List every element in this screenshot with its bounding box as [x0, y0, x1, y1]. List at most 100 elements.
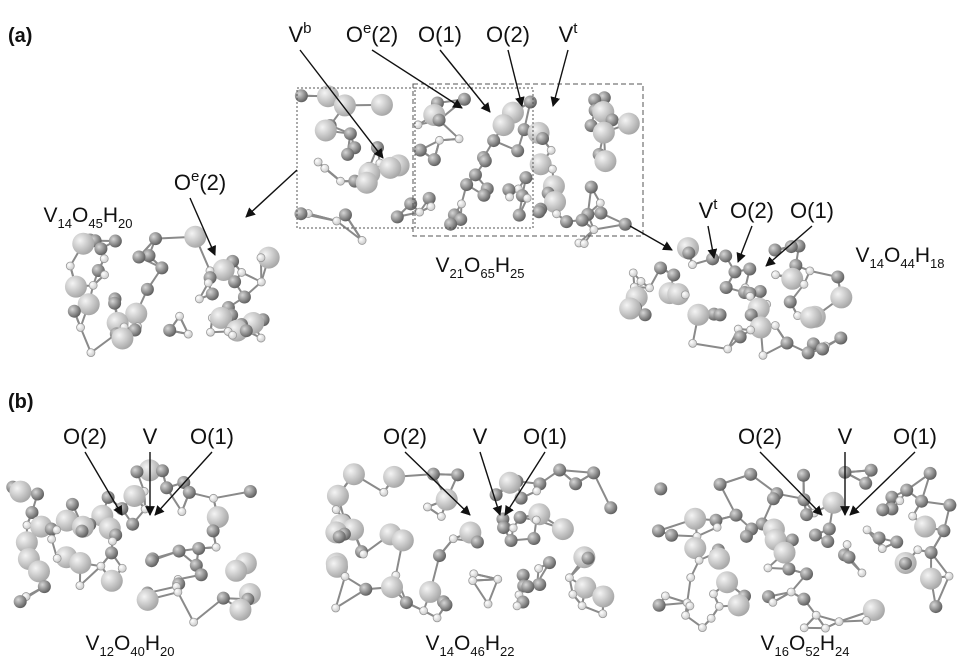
- atom: [238, 268, 246, 276]
- atom: [206, 328, 214, 336]
- atom: [652, 524, 665, 537]
- atom: [455, 135, 463, 143]
- atom: [487, 134, 500, 147]
- atom: [596, 199, 604, 207]
- atom: [543, 556, 556, 569]
- atom: [806, 267, 814, 275]
- atom: [714, 478, 727, 491]
- arrow: [480, 452, 500, 515]
- atom: [533, 578, 546, 591]
- atom: [544, 191, 566, 213]
- atom: [914, 516, 936, 538]
- atom-label: O(1): [523, 424, 567, 449]
- atom: [321, 164, 329, 172]
- atom: [72, 233, 94, 255]
- atom: [560, 215, 573, 228]
- atom: [695, 556, 703, 564]
- arrow: [246, 170, 297, 217]
- atom: [532, 205, 545, 218]
- atom: [337, 177, 345, 185]
- atom: [460, 178, 473, 191]
- element: H: [485, 632, 500, 655]
- atom: [126, 518, 139, 531]
- atom: [715, 602, 723, 610]
- label-base: V: [559, 22, 574, 47]
- atom: [333, 530, 346, 543]
- atom: [822, 492, 844, 514]
- atom: [102, 491, 115, 504]
- page: { "panel_a": { "label": "(a)", "center":…: [0, 0, 960, 666]
- atom: [524, 96, 537, 109]
- atom: [505, 534, 518, 547]
- atom: [937, 524, 950, 537]
- atom: [65, 276, 87, 298]
- atom: [716, 571, 738, 593]
- atom: [527, 532, 540, 545]
- atom: [764, 564, 772, 572]
- atom: [576, 214, 589, 227]
- atom: [204, 279, 212, 287]
- element: H: [495, 254, 510, 277]
- atom: [565, 574, 573, 582]
- atom: [477, 189, 490, 202]
- atom: [229, 599, 251, 621]
- atom: [681, 291, 689, 299]
- atom: [229, 331, 237, 339]
- atom: [924, 467, 937, 480]
- atom-label: O(2): [63, 424, 107, 449]
- atom: [714, 308, 727, 321]
- atom: [719, 249, 732, 262]
- element: O: [72, 204, 88, 227]
- element: O: [454, 632, 470, 655]
- atom: [862, 617, 870, 625]
- atom: [141, 283, 154, 296]
- atom: [108, 297, 121, 310]
- atom: [687, 573, 695, 581]
- atom: [53, 554, 61, 562]
- atom: [499, 472, 521, 494]
- atom: [684, 508, 706, 530]
- atom: [772, 271, 780, 279]
- atom: [859, 477, 872, 490]
- atom: [511, 144, 524, 157]
- atom: [97, 562, 105, 570]
- atom-label: O(1): [190, 424, 234, 449]
- label-base: O: [346, 22, 363, 47]
- count: 40: [130, 644, 144, 659]
- atom: [821, 624, 829, 632]
- atom: [207, 524, 220, 537]
- atom: [75, 525, 88, 538]
- atom: [925, 546, 938, 559]
- label-sup: e: [363, 20, 371, 37]
- atom: [341, 572, 349, 580]
- atom: [314, 158, 322, 166]
- atom: [713, 523, 721, 531]
- atom: [228, 275, 241, 288]
- cluster: [6, 459, 261, 626]
- atom: [548, 165, 556, 173]
- count: 14: [58, 216, 72, 231]
- atom: [835, 618, 843, 626]
- atom: [78, 293, 100, 315]
- atom: [547, 146, 555, 154]
- atom: [734, 330, 747, 343]
- atom-label: O(2): [730, 198, 774, 223]
- count: 14: [870, 256, 884, 271]
- atom: [192, 542, 205, 555]
- atom: [800, 280, 808, 288]
- arrow: [630, 226, 672, 250]
- atom: [184, 330, 192, 338]
- atom: [414, 144, 427, 157]
- atom: [87, 349, 95, 357]
- element: V: [86, 632, 100, 655]
- atom: [479, 154, 492, 167]
- atom: [23, 521, 31, 529]
- atom-label: O(2): [383, 424, 427, 449]
- atom: [433, 549, 446, 562]
- panel-label: (b): [8, 391, 34, 413]
- atom: [174, 588, 182, 596]
- element: O: [114, 632, 130, 655]
- atom: [332, 506, 340, 514]
- label-sup: b: [303, 20, 311, 37]
- atom: [513, 602, 521, 610]
